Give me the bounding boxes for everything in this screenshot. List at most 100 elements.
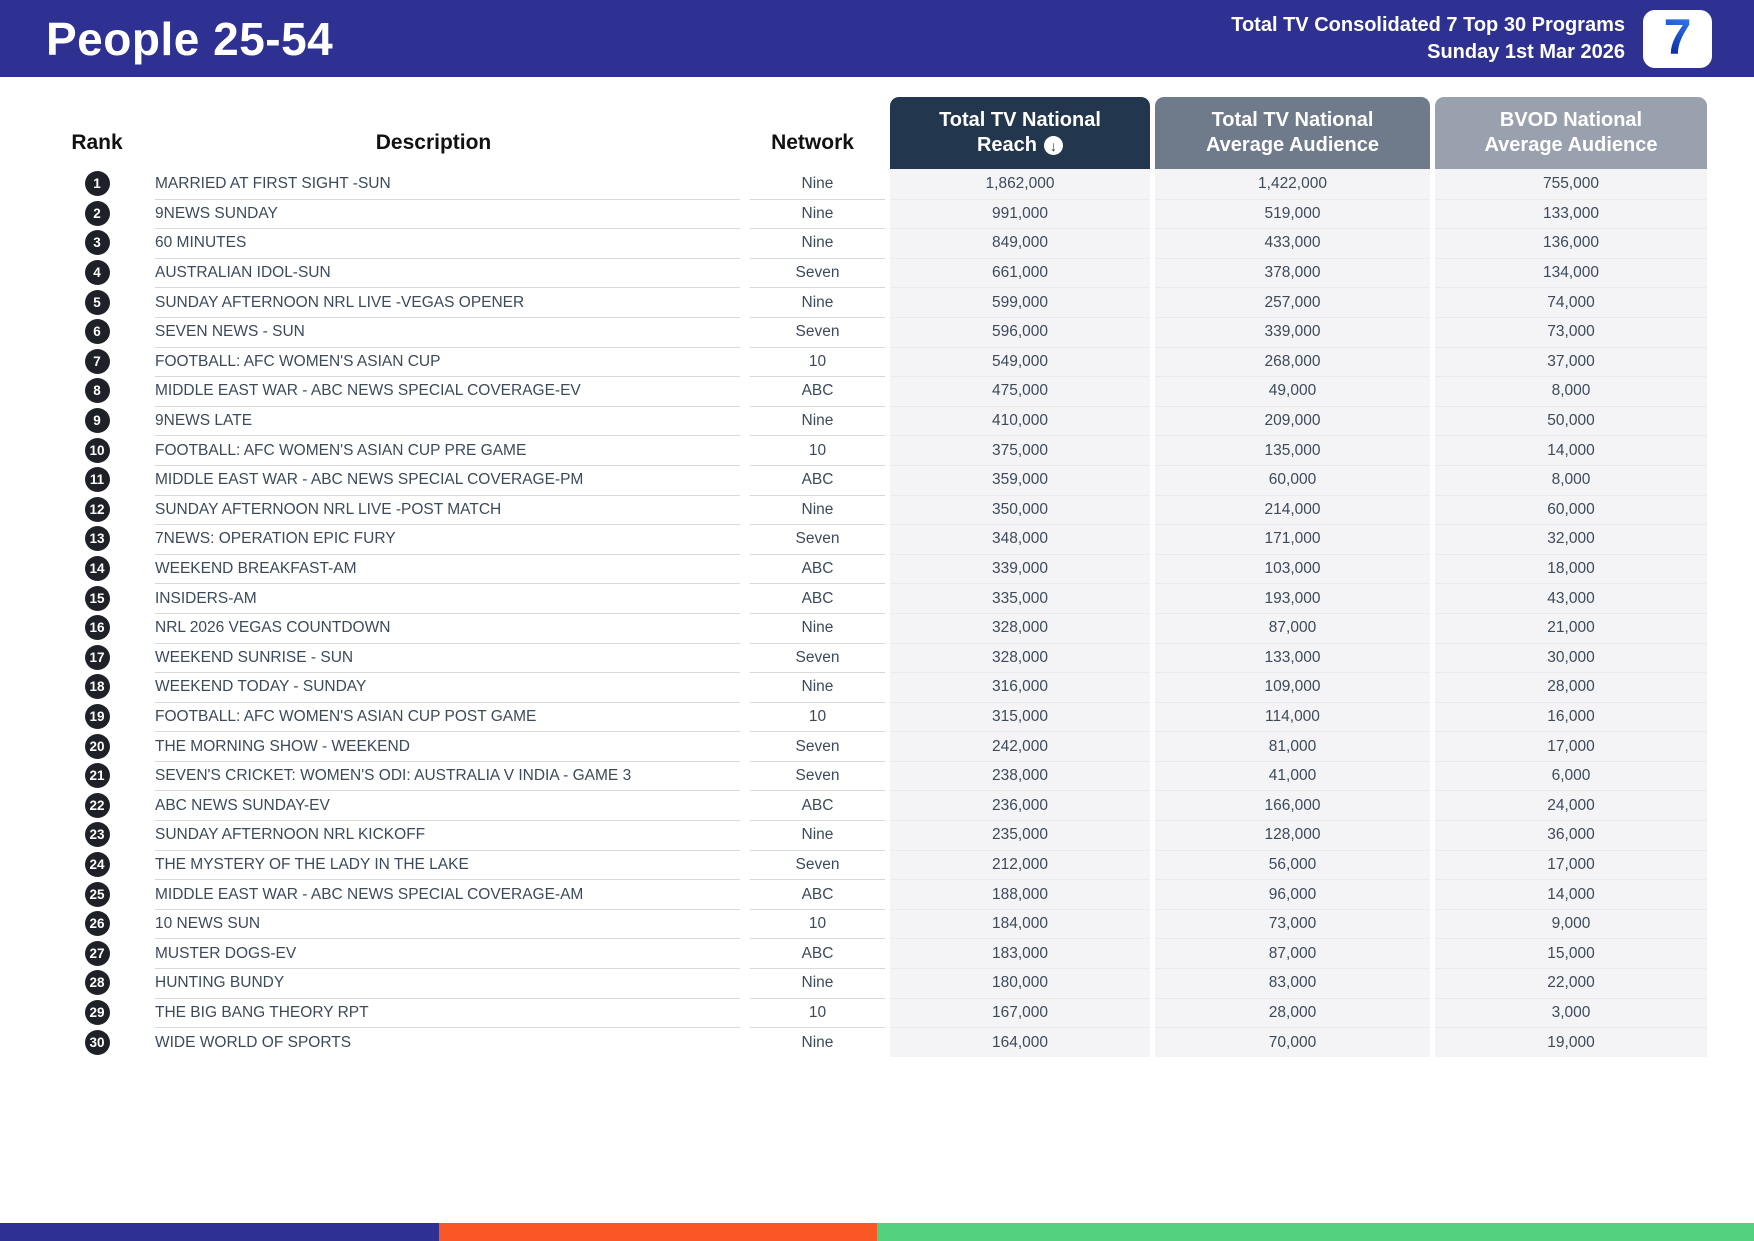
program-description: FOOTBALL: AFC WOMEN'S ASIAN CUP PRE GAME xyxy=(155,435,740,465)
reach-column-header[interactable]: Total TV National Reach ↓ xyxy=(890,97,1150,169)
avg-audience-cell: 87,000 xyxy=(1150,938,1430,969)
program-description: ABC NEWS SUNDAY-EV xyxy=(155,790,740,820)
bvod-audience-value: 74,000 xyxy=(1435,287,1707,317)
avg-audience-value: 135,000 xyxy=(1155,435,1430,465)
network-cell: ABC xyxy=(740,938,885,968)
bvod-audience-cell: 136,000 xyxy=(1430,228,1707,258)
avg-audience-value: 433,000 xyxy=(1155,228,1430,258)
network-cell: Nine xyxy=(740,494,885,525)
avg-audience-cell: 193,000 xyxy=(1150,583,1430,613)
avg-audience-cell: 41,000 xyxy=(1150,760,1430,791)
reach-cell: 167,000 xyxy=(885,997,1150,1028)
table-row: 27 MUSTER DOGS-EV ABC 183,000 87,000 15,000 xyxy=(67,938,1707,969)
table-row: 6 SEVEN NEWS - SUN Seven 596,000 339,000 73,0… xyxy=(67,316,1707,347)
bvod-audience-cell: 134,000 xyxy=(1430,257,1707,288)
description-cell: 60 MINUTES xyxy=(127,228,740,258)
reach-cell: 188,000 xyxy=(885,879,1150,909)
rank-badge: 14 xyxy=(84,556,110,582)
network-cell: 10 xyxy=(740,908,885,939)
table-header-row: Rank Description Network Total TV Nation… xyxy=(67,97,1707,169)
reach-value: 410,000 xyxy=(890,405,1150,436)
rank-badge: 28 xyxy=(84,970,110,996)
network-cell: Seven xyxy=(740,760,885,791)
avg-audience-column-header[interactable]: Total TV National Average Audience xyxy=(1155,97,1430,169)
network-value: Nine xyxy=(750,1027,885,1057)
program-description: MIDDLE EAST WAR - ABC NEWS SPECIAL COVER… xyxy=(155,879,740,909)
table-row: 23 SUNDAY AFTERNOON NRL KICKOFF Nine 235,00… xyxy=(67,820,1707,850)
reach-cell: 242,000 xyxy=(885,731,1150,761)
description-cell: MIDDLE EAST WAR - ABC NEWS SPECIAL COVER… xyxy=(127,376,740,406)
rank-cell: 16 xyxy=(67,613,127,643)
network-cell: ABC xyxy=(740,879,885,909)
bvod-audience-value: 32,000 xyxy=(1435,524,1707,554)
sort-descending-icon[interactable]: ↓ xyxy=(1044,136,1064,155)
bvod-header-line2: Average Audience xyxy=(1484,134,1658,156)
reach-value: 359,000 xyxy=(890,464,1150,495)
table-row: 1 MARRIED AT FIRST SIGHT -SUN Nine 1,862,00… xyxy=(67,169,1707,199)
description-cell: SUNDAY AFTERNOON NRL LIVE -POST MATCH xyxy=(127,494,740,525)
avg-audience-cell: 103,000 xyxy=(1150,553,1430,584)
network-value: ABC xyxy=(750,376,885,406)
rank-badge: 26 xyxy=(84,911,110,937)
reach-cell: 184,000 xyxy=(885,908,1150,939)
network-cell: Seven xyxy=(740,849,885,880)
rank-badge: 5 xyxy=(84,289,110,315)
reach-cell: 212,000 xyxy=(885,849,1150,880)
avg-audience-cell: 56,000 xyxy=(1150,849,1430,880)
reach-value: 164,000 xyxy=(890,1027,1150,1057)
network-value: Nine xyxy=(750,405,885,436)
description-cell: 10 NEWS SUN xyxy=(127,908,740,939)
table-row: 15 INSIDERS-AM ABC 335,000 193,000 43,000 xyxy=(67,583,1707,613)
reach-value: 328,000 xyxy=(890,642,1150,673)
reach-cell: 596,000 xyxy=(885,316,1150,347)
bvod-audience-column-header[interactable]: BVOD National Average Audience xyxy=(1435,97,1707,169)
bvod-audience-value: 14,000 xyxy=(1435,879,1707,909)
rank-cell: 30 xyxy=(67,1027,127,1057)
rank-badge: 23 xyxy=(84,822,110,848)
table-row: 8 MIDDLE EAST WAR - ABC NEWS SPECIAL COVE… xyxy=(67,376,1707,406)
avg-audience-cell: 268,000 xyxy=(1150,346,1430,377)
avg-audience-value: 214,000 xyxy=(1155,494,1430,525)
avg-audience-cell: 171,000 xyxy=(1150,524,1430,554)
description-cell: FOOTBALL: AFC WOMEN'S ASIAN CUP xyxy=(127,346,740,377)
program-description: INSIDERS-AM xyxy=(155,583,740,613)
network-value: 10 xyxy=(750,346,885,377)
avg-audience-cell: 60,000 xyxy=(1150,464,1430,495)
avg-audience-value: 128,000 xyxy=(1155,820,1430,850)
network-value: ABC xyxy=(750,938,885,968)
table-row: 16 NRL 2026 VEGAS COUNTDOWN Nine 328,000 87,… xyxy=(67,612,1707,643)
network-value: Seven xyxy=(750,524,885,554)
network-value: ABC xyxy=(750,790,885,820)
avg-audience-cell: 166,000 xyxy=(1150,790,1430,821)
avg-audience-header-cell: Total TV National Average Audience xyxy=(1150,97,1430,169)
bvod-audience-value: 9,000 xyxy=(1435,908,1707,939)
avg-audience-value: 257,000 xyxy=(1155,287,1430,317)
program-description: SUNDAY AFTERNOON NRL KICKOFF xyxy=(155,820,740,850)
avg-audience-value: 166,000 xyxy=(1155,790,1430,821)
rank-cell: 7 xyxy=(67,347,127,377)
reach-value: 599,000 xyxy=(890,287,1150,317)
reach-value: 315,000 xyxy=(890,701,1150,732)
rank-badge: 10 xyxy=(84,437,110,463)
reach-value: 235,000 xyxy=(890,820,1150,850)
bvod-audience-cell: 8,000 xyxy=(1430,376,1707,406)
rank-badge: 12 xyxy=(84,496,110,522)
rank-badge: 11 xyxy=(84,467,110,493)
avg-audience-cell: 214,000 xyxy=(1150,494,1430,525)
bvod-audience-value: 755,000 xyxy=(1435,169,1707,199)
table-row: 7 FOOTBALL: AFC WOMEN'S ASIAN CUP 10 549,00… xyxy=(67,346,1707,377)
reach-cell: 328,000 xyxy=(885,642,1150,673)
avg-audience-value: 103,000 xyxy=(1155,553,1430,584)
program-description: SEVEN NEWS - SUN xyxy=(155,316,740,347)
program-description: 10 NEWS SUN xyxy=(155,908,740,939)
avg-audience-value: 49,000 xyxy=(1155,376,1430,406)
network-cell: Nine xyxy=(740,287,885,317)
program-description: SUNDAY AFTERNOON NRL LIVE -POST MATCH xyxy=(155,494,740,525)
network-cell: Seven xyxy=(740,316,885,347)
bvod-audience-cell: 36,000 xyxy=(1430,820,1707,850)
avg-audience-value: 81,000 xyxy=(1155,731,1430,761)
network-value: Nine xyxy=(750,612,885,643)
rank-cell: 20 xyxy=(67,731,127,761)
network-cell: Nine xyxy=(740,1027,885,1057)
avg-audience-value: 109,000 xyxy=(1155,672,1430,702)
